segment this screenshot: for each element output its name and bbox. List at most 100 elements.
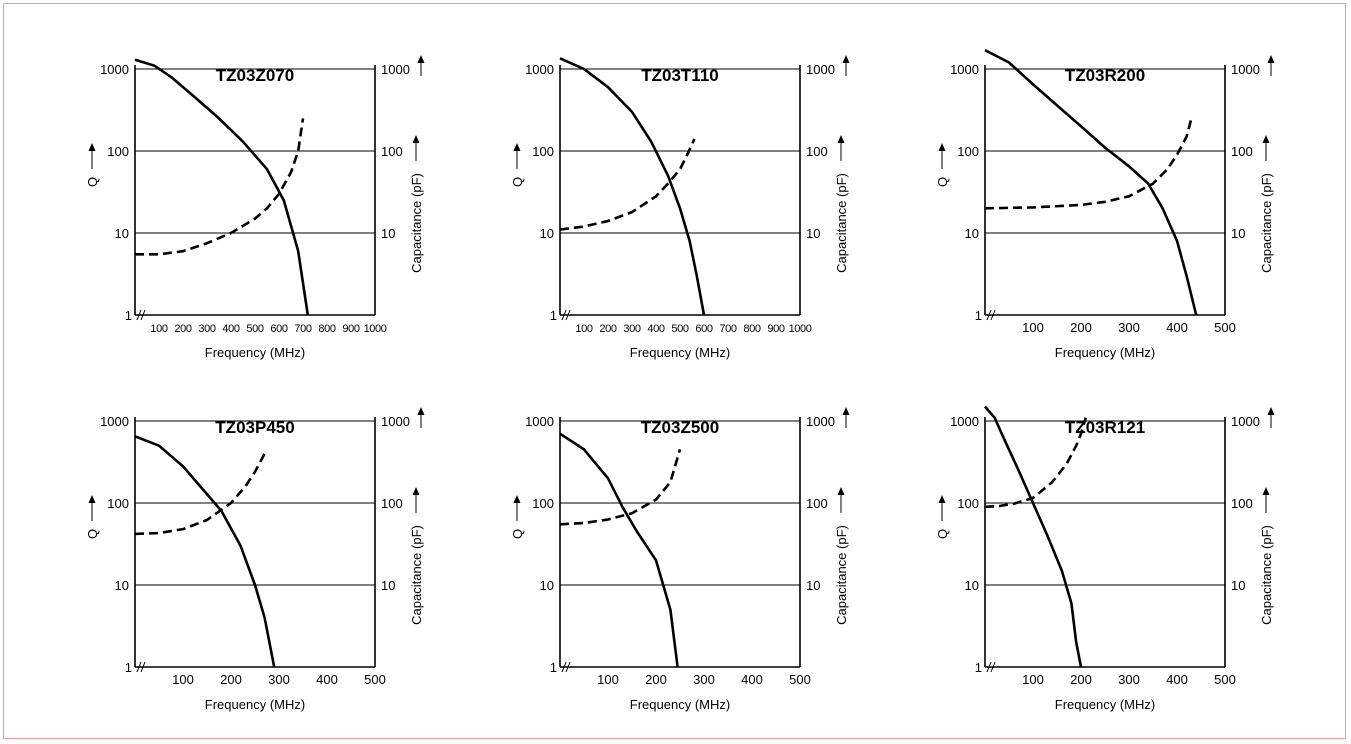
x-tick-label: 300 [1118,672,1140,687]
x-tick-label: 100 [575,323,592,335]
right-label-arrow-head [1262,487,1270,495]
x-tick-label: 300 [198,323,215,335]
y-tick-label-left: 1000 [100,62,129,77]
x-tick-label: 200 [1070,320,1092,335]
y-tick-label-left: 100 [107,144,129,159]
x-tick-label: 500 [1214,320,1236,335]
y-axis-title-right-group: Capacitance (pF) [409,135,424,273]
axis-break-mark [136,661,146,673]
y-tick-label-right: 10 [1231,226,1245,241]
x-tick-label: 100 [1022,672,1044,687]
y-tick-label-left: 1 [550,308,557,323]
y-tick-label-left: 100 [107,496,129,511]
axis-break-mark [561,309,571,321]
y-tick-label-right: 10 [806,226,820,241]
y-tick-label-right: 1000 [381,62,410,77]
y-axis-title-left-group: Q [935,143,950,187]
y-tick-label-left: 1000 [100,414,129,429]
y-tick-label-right: 100 [1231,496,1253,511]
y-tick-label-left: 100 [957,496,979,511]
y-tick-label-right: 1000 [1231,62,1260,77]
y-axis-title-right-group: Capacitance (pF) [1259,135,1274,273]
left-label-arrow-head [938,495,946,503]
y-tick-label-left: 1000 [950,62,979,77]
x-tick-label: 500 [364,672,386,687]
y-tick-label-left: 10 [965,226,979,241]
y-tick-label-right: 100 [806,496,828,511]
x-tick-label: 300 [268,672,290,687]
x-tick-label: 100 [1022,320,1044,335]
y-tick-label-left: 1000 [525,414,554,429]
q-curve [984,48,1198,316]
left-label-arrow-head [88,143,96,151]
y-tick-label-left: 100 [532,496,554,511]
y-tick-label-left: 1 [975,308,982,323]
right-arrow-head [842,55,850,63]
x-axis-title: Frequency (MHz) [1055,697,1155,712]
q-curve [984,405,1083,668]
y-tick-label-right: 100 [806,144,828,159]
y-tick-label-right: 10 [1231,578,1245,593]
x-tick-label: 100 [150,323,167,335]
chart-panel-4: TZ03P450 1 10 100 1000 10 100 1000 100 200 300 400 5… [85,407,425,712]
y-axis-title-left: Q [510,177,525,187]
y-axis-title-left: Q [85,177,100,187]
x-tick-label: 400 [222,323,239,335]
x-tick-label: 900 [767,323,784,335]
y-axis-title-right-group: Capacitance (pF) [834,135,849,273]
capacitance-curve [984,417,1088,509]
y-axis-title-right: Capacitance (pF) [409,173,424,273]
right-arrow-head [1267,55,1275,63]
y-tick-label-right: 10 [381,578,395,593]
x-axis-title: Frequency (MHz) [1055,345,1155,360]
y-axis-title-left-group: Q [85,143,100,187]
x-tick-label: 1000 [789,323,812,335]
chart-panel-3: TZ03R200 1 10 100 1000 10 100 1000 100 200 300 400 5… [935,48,1275,360]
x-tick-label: 100 [172,672,194,687]
right-label-arrow-head [412,487,420,495]
x-tick-label: 800 [318,323,335,335]
y-axis-title-left-group: Q [510,143,525,187]
x-tick-label: 200 [174,323,191,335]
x-tick-label: 400 [647,323,664,335]
left-label-arrow-head [88,495,96,503]
x-tick-label: 400 [741,672,763,687]
y-tick-label-left: 1000 [950,414,979,429]
x-tick-label: 600 [270,323,287,335]
right-label-arrow-head [837,487,845,495]
x-tick-label: 1000 [364,323,387,335]
y-axis-title-right: Capacitance (pF) [1259,173,1274,273]
q-curve [134,435,276,668]
y-tick-label-left: 10 [540,226,554,241]
y-tick-label-left: 100 [957,144,979,159]
y-tick-label-right: 1000 [806,62,835,77]
left-label-arrow-head [513,143,521,151]
x-tick-label: 800 [743,323,760,335]
capacitance-curve [559,138,696,231]
right-arrow-head [842,407,850,415]
x-axis-title: Frequency (MHz) [630,697,730,712]
chart-title: TZ03T110 [641,66,719,85]
x-tick-label: 500 [1214,672,1236,687]
x-tick-label: 200 [220,672,242,687]
right-arrow-head [417,55,425,63]
q-curve [559,432,679,668]
x-tick-label: 200 [1070,672,1092,687]
chart-title: TZ03Z070 [216,66,294,85]
y-tick-label-right: 100 [1231,144,1253,159]
chart-panel-2: TZ03T110 1 10 100 1000 10 100 1000 100 200 300 400 5… [510,55,850,360]
y-axis-title-left-group: Q [510,495,525,539]
x-tick-label: 400 [1166,672,1188,687]
y-axis-title-right: Capacitance (pF) [834,525,849,625]
right-label-arrow-head [412,135,420,143]
y-tick-label-right: 1000 [806,414,835,429]
y-axis-title-right-group: Capacitance (pF) [1259,487,1274,625]
capacitance-curve [559,449,682,526]
q-curve [559,57,706,316]
y-axis-title-left: Q [85,529,100,539]
x-tick-label: 900 [342,323,359,335]
x-tick-label: 300 [1118,320,1140,335]
y-axis-title-right-group: Capacitance (pF) [409,487,424,625]
